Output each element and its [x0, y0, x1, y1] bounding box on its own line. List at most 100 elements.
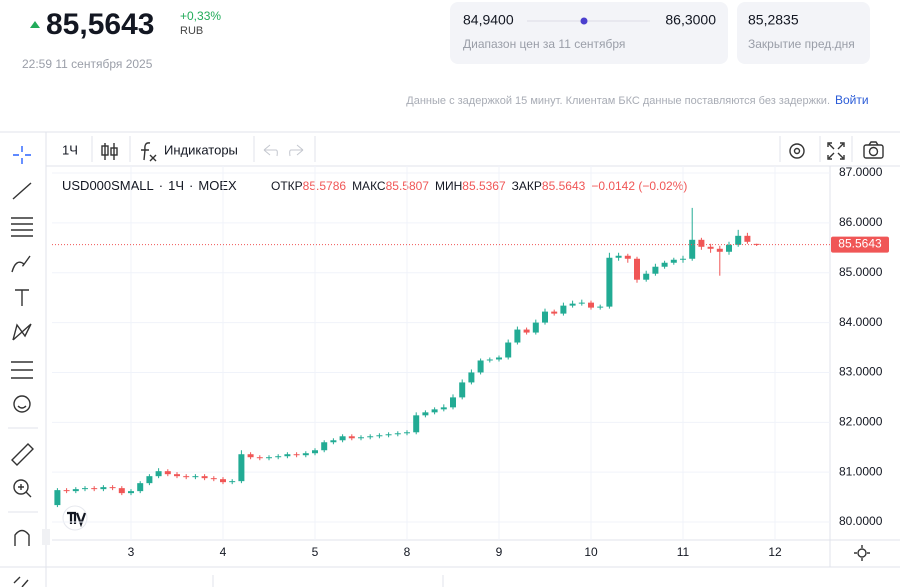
- y-tick-label: 85.0000: [839, 265, 883, 279]
- zoom-tool[interactable]: [13, 479, 32, 498]
- legend-label: МИН: [435, 179, 462, 193]
- range-low: 84,9400: [463, 12, 514, 28]
- legend-value: 85.5786: [303, 179, 347, 193]
- candle-body: [680, 258, 686, 260]
- x-tick-label: 10: [584, 545, 598, 559]
- candle-body: [183, 476, 190, 478]
- more-tools[interactable]: [13, 576, 29, 587]
- candle-body: [128, 491, 134, 494]
- collapse-handle[interactable]: [42, 529, 50, 545]
- text-tool[interactable]: [15, 289, 29, 306]
- projection-tool[interactable]: [11, 361, 33, 379]
- legend-value: 85.5643: [542, 179, 586, 193]
- login-link[interactable]: Войти: [835, 93, 869, 107]
- y-tick-label: 86.0000: [839, 215, 883, 229]
- candle-body: [63, 490, 70, 492]
- candle-body: [164, 471, 171, 475]
- candle-body: [137, 483, 144, 492]
- candle-body: [238, 454, 245, 482]
- magnet-tool[interactable]: [14, 529, 30, 547]
- candle-body: [394, 433, 401, 435]
- price: 85,5643: [46, 8, 154, 41]
- ruler-tool[interactable]: [11, 443, 34, 466]
- legend: USD000SMALL · 1Ч · MOEX: [62, 178, 237, 193]
- candle-body: [551, 311, 558, 314]
- change: +0,33%: [180, 9, 221, 23]
- candle-body: [652, 266, 659, 274]
- candle-body: [615, 255, 622, 258]
- candle-body: [597, 306, 604, 308]
- interval-button[interactable]: 1Ч: [62, 142, 78, 157]
- range-box: [450, 2, 728, 64]
- settings-button[interactable]: [789, 143, 805, 159]
- candle-body: [330, 440, 337, 443]
- legend-label: ЗАКР: [512, 179, 542, 193]
- snapshot-button[interactable]: [863, 141, 884, 159]
- candle-body: [624, 255, 631, 259]
- candle-body: [54, 490, 61, 506]
- indicators-icon[interactable]: [141, 142, 157, 162]
- candle-body: [726, 244, 732, 252]
- candle-body: [358, 437, 364, 439]
- legend-value: 85.5367: [462, 179, 506, 193]
- fib-tool[interactable]: [11, 217, 33, 237]
- candle-body: [174, 474, 180, 477]
- range-high: 86,3000: [665, 12, 716, 28]
- prev-close: 85,2835: [748, 12, 799, 28]
- redo[interactable]: [289, 144, 304, 157]
- candle-body: [634, 258, 640, 280]
- pattern-tool[interactable]: [12, 323, 32, 341]
- candle-body: [505, 342, 512, 358]
- candle-body: [404, 432, 410, 434]
- chart-type-button[interactable]: [101, 143, 118, 160]
- legend-symbol: USD000SMALL: [62, 178, 154, 193]
- legend-ohlc: ОТКР85.5786 МАКС85.5807 МИН85.5367 ЗАКР85.5…: [271, 179, 687, 193]
- indicators-button[interactable]: Индикаторы: [164, 142, 238, 157]
- x-tick-label: 9: [496, 545, 503, 559]
- candle-body: [348, 436, 355, 439]
- x-tick-label: 5: [312, 545, 319, 559]
- candle-body: [376, 435, 383, 437]
- candle-body: [496, 357, 502, 360]
- y-tick-label: 80.0000: [839, 514, 883, 528]
- x-tick-label: 11: [677, 545, 690, 559]
- crosshair-tool[interactable]: [13, 146, 31, 164]
- emoji-tool[interactable]: [13, 395, 31, 413]
- candle-body: [266, 457, 272, 459]
- range-caption: Диапазон цен за 11 сентября: [463, 37, 625, 51]
- up-arrow: [30, 21, 40, 28]
- candle-body: [91, 488, 98, 490]
- brush-tool[interactable]: [11, 255, 31, 273]
- axis-settings[interactable]: [854, 545, 870, 561]
- legend-label: ОТКР: [271, 179, 303, 193]
- last-price-badge: [831, 236, 889, 253]
- candle-body: [385, 434, 392, 436]
- candle-body: [339, 436, 346, 441]
- candle-body: [716, 248, 723, 252]
- fullscreen-button[interactable]: [827, 142, 845, 160]
- candle-body: [477, 360, 484, 373]
- candle-body: [72, 489, 79, 492]
- candle-body: [514, 329, 521, 343]
- x-tick-label: 12: [768, 545, 782, 559]
- candle-body: [256, 457, 263, 459]
- undo[interactable]: [263, 144, 278, 157]
- candle-body: [118, 488, 125, 494]
- candle-body: [210, 478, 217, 480]
- legend-interval: 1Ч: [168, 178, 184, 193]
- candle-body: [192, 476, 199, 478]
- x-tick-label: 4: [220, 545, 227, 559]
- notice: Данные с задержкой 15 минут. Клиентам БК…: [406, 95, 830, 107]
- candle-body: [588, 302, 594, 308]
- candle-body: [275, 456, 282, 458]
- candle-body: [744, 235, 751, 242]
- range-dot: [580, 17, 588, 25]
- x-tick-label: 3: [128, 545, 135, 559]
- candle-body: [560, 305, 567, 314]
- trend-line-tool[interactable]: [12, 182, 32, 200]
- logo: [62, 505, 88, 531]
- candle-body: [312, 450, 318, 454]
- candle-body: [707, 246, 714, 249]
- candle-body: [431, 409, 438, 413]
